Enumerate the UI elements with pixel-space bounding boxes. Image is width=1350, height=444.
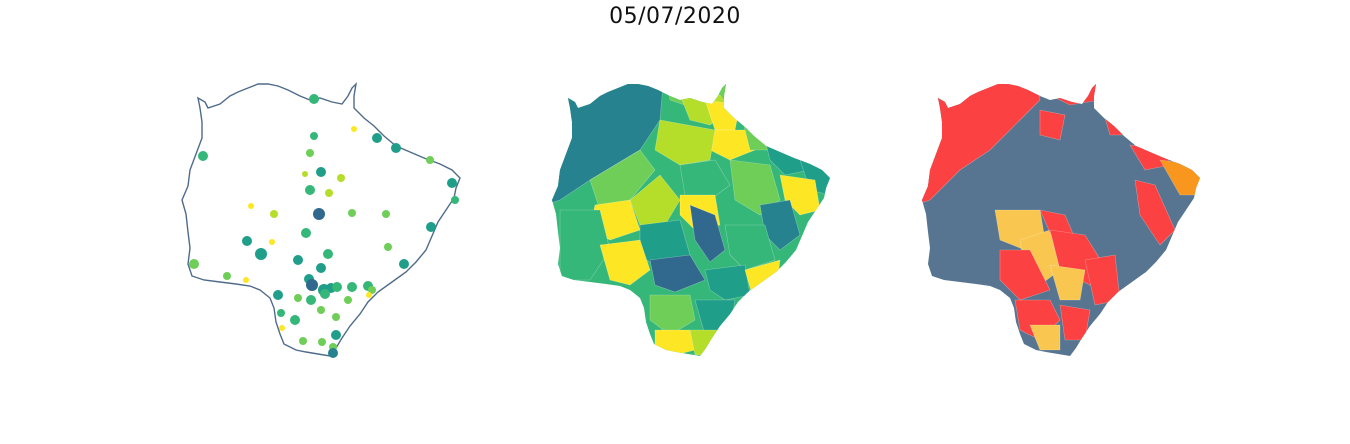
data-point[interactable] — [451, 196, 459, 204]
choropleth-map[interactable] — [530, 0, 860, 400]
data-point[interactable] — [325, 189, 333, 197]
data-point[interactable] — [305, 185, 315, 195]
data-point[interactable] — [306, 295, 316, 305]
points-map[interactable] — [160, 0, 490, 400]
data-point[interactable] — [299, 337, 307, 345]
map-region[interactable] — [649, 254, 706, 293]
data-point[interactable] — [351, 126, 357, 132]
map-region[interactable] — [724, 224, 776, 271]
data-point[interactable] — [255, 248, 267, 260]
map-region[interactable] — [704, 264, 751, 301]
map-region[interactable] — [1049, 264, 1086, 301]
data-point[interactable] — [331, 330, 341, 340]
data-point[interactable] — [301, 228, 311, 238]
map-region[interactable] — [649, 294, 696, 336]
map-region[interactable] — [559, 209, 611, 281]
data-point[interactable] — [347, 282, 357, 292]
map-region[interactable] — [654, 329, 696, 356]
data-point[interactable] — [344, 296, 352, 304]
data-point[interactable] — [366, 292, 372, 298]
data-point[interactable] — [277, 309, 285, 317]
data-point[interactable] — [198, 151, 208, 161]
data-point[interactable] — [317, 306, 325, 314]
data-point[interactable] — [348, 209, 356, 217]
map-region[interactable] — [599, 239, 651, 286]
page-title: 05/07/2020 — [609, 4, 741, 29]
data-point[interactable] — [426, 156, 434, 164]
map-region[interactable] — [1039, 109, 1066, 141]
map-region[interactable] — [689, 204, 726, 263]
data-point[interactable] — [313, 208, 325, 220]
data-point[interactable] — [306, 279, 318, 291]
map-region[interactable] — [689, 329, 721, 356]
data-point[interactable] — [290, 315, 300, 325]
data-point[interactable] — [372, 133, 382, 143]
data-point[interactable] — [243, 277, 249, 283]
data-point[interactable] — [293, 255, 303, 265]
data-point[interactable] — [306, 149, 314, 157]
map-region[interactable] — [999, 249, 1051, 301]
data-point[interactable] — [337, 174, 345, 182]
data-point[interactable] — [294, 294, 302, 302]
data-point[interactable] — [279, 325, 285, 331]
map-region[interactable] — [1134, 179, 1176, 246]
data-point[interactable] — [248, 203, 254, 209]
data-point[interactable] — [269, 239, 275, 245]
data-point[interactable] — [316, 263, 326, 273]
data-point[interactable] — [223, 272, 231, 280]
map-region[interactable] — [654, 119, 716, 166]
map-region[interactable] — [1029, 324, 1061, 351]
data-point[interactable] — [270, 210, 278, 218]
data-point[interactable] — [382, 210, 390, 218]
map-region[interactable] — [679, 159, 731, 201]
data-point[interactable] — [391, 143, 401, 153]
data-point[interactable] — [310, 132, 318, 140]
data-point[interactable] — [318, 338, 326, 346]
data-point[interactable] — [302, 171, 308, 177]
data-point[interactable] — [328, 348, 338, 358]
data-point[interactable] — [189, 259, 199, 269]
data-point[interactable] — [273, 290, 283, 300]
state-outline — [181, 81, 461, 357]
data-point[interactable] — [323, 249, 333, 259]
data-point[interactable] — [332, 282, 342, 292]
data-point[interactable] — [316, 167, 326, 177]
risk-map[interactable] — [900, 0, 1230, 400]
data-point[interactable] — [332, 313, 340, 321]
data-point[interactable] — [426, 222, 436, 232]
data-point[interactable] — [384, 243, 392, 251]
map-region[interactable] — [1059, 304, 1091, 341]
data-point[interactable] — [242, 236, 252, 246]
data-point[interactable] — [399, 259, 409, 269]
data-point[interactable] — [309, 94, 319, 104]
data-point[interactable] — [320, 289, 330, 299]
map-region[interactable] — [629, 174, 681, 226]
data-point[interactable] — [447, 178, 457, 188]
data-point[interactable] — [368, 286, 376, 294]
